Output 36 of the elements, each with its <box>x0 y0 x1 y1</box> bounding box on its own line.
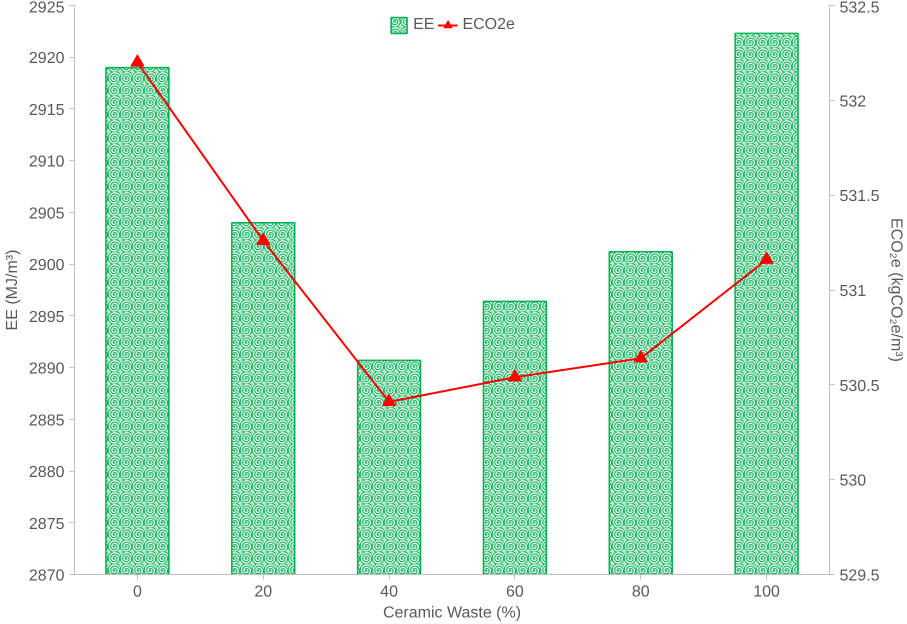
y2-tick-label: 532.5 <box>840 0 880 16</box>
point <box>382 394 396 406</box>
y-tick-label: 2925 <box>28 0 65 16</box>
y-tick-label: 2870 <box>28 568 65 584</box>
point <box>760 252 774 264</box>
point <box>508 369 522 382</box>
y-tick-label: 2890 <box>28 360 65 378</box>
x-axis-title: Ceramic Waste (%) <box>382 604 522 622</box>
point <box>256 232 270 245</box>
x-tick-label: 80 <box>632 584 650 600</box>
y2-tick-label: 529.5 <box>840 568 880 584</box>
y-tick-label: 2915 <box>28 102 65 119</box>
legend-label: EE <box>413 16 434 34</box>
y-tick-label: 2885 <box>28 412 65 430</box>
point <box>634 350 648 363</box>
y-axis-title: EE (MJ/m³) <box>4 250 21 330</box>
y-tick-label: 2900 <box>28 257 65 274</box>
y-tick-label: 2905 <box>28 205 65 222</box>
point <box>130 54 144 67</box>
y2-tick-label: 531.5 <box>840 188 880 206</box>
y-tick-label: 2875 <box>28 516 65 533</box>
y2-tick-label: 532 <box>840 93 866 110</box>
y-tick-label: 2920 <box>28 50 65 68</box>
x-tick-label: 0 <box>132 584 142 600</box>
y2-tick-label: 530.5 <box>840 378 880 395</box>
x-tick-label: 100 <box>753 584 780 600</box>
x-tick-label: 20 <box>254 584 272 600</box>
y-tick-label: 2910 <box>28 154 65 171</box>
y-tick-label: 2895 <box>28 308 65 326</box>
y2-axis-title: ECO₂e (kgCO₂e/m³) <box>888 218 905 362</box>
y2-tick-label: 530 <box>840 472 866 490</box>
y-tick-label: 2880 <box>28 464 65 482</box>
x-tick-label: 60 <box>506 584 524 600</box>
legend-label: ECO2e <box>462 16 515 34</box>
y2-tick-label: 531 <box>840 283 866 300</box>
x-tick-label: 40 <box>380 584 398 600</box>
